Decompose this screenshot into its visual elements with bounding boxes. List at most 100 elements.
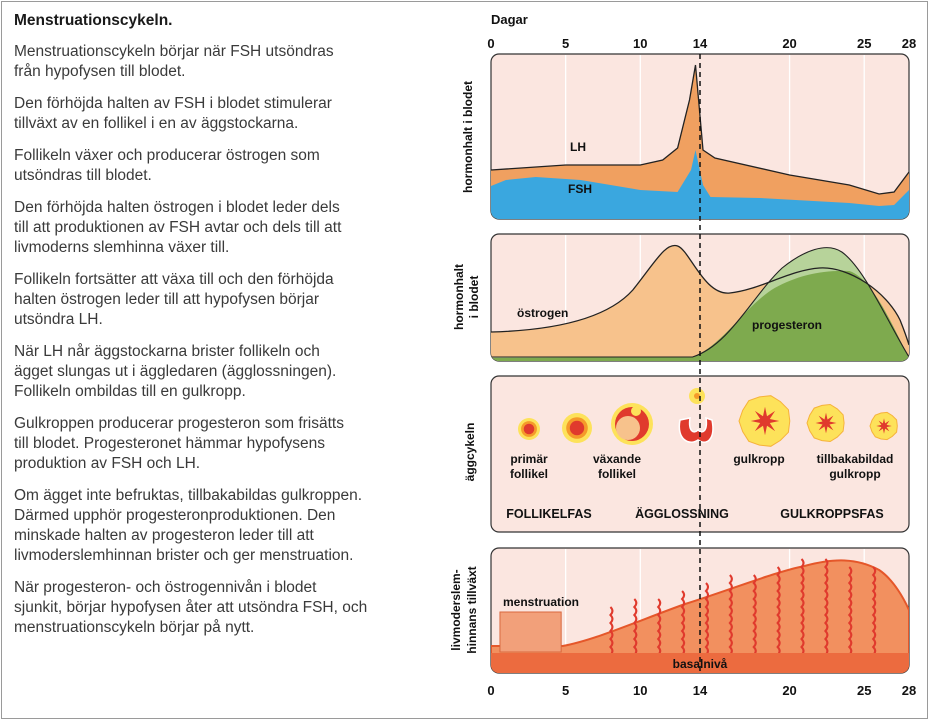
panel-3-side-label: äggcykeln [463,423,477,482]
phase-label: GULKROPPSFAS [780,507,884,521]
top-tick-label: 5 [562,36,569,51]
paragraph-line: utsöndra LH. [14,311,103,328]
growing-follicle-small-graphic [562,413,592,443]
released-egg-core [694,393,700,399]
paragraph-line: menstruationscykeln börjar på nytt. [14,619,255,636]
menstruation-block [499,611,562,653]
stage-label: gulkropp [733,452,784,466]
bottom-tick-label: 28 [902,683,916,698]
paragraph-line: Follikeln växer och producerar östrogen … [14,147,320,164]
paragraph-line: livmoderns slemhinna växer till. [14,239,230,256]
bottom-tick-label: 0 [487,683,494,698]
paragraph-line: ägget slungas ut i äggledaren (ägglossni… [14,363,337,380]
spiral-artery [871,566,877,656]
primary-follicle-graphic [518,418,540,440]
estrogen-label: östrogen [517,306,568,320]
paragraph-9: När progesteron- och östrogennivån i blo… [14,578,434,638]
paragraph-line: Den förhöjda halten av FSH i blodet stim… [14,95,332,112]
regressing-corpus-luteum-graphic [806,403,845,443]
page-title: Menstruationscykeln. [14,12,173,29]
paragraph-4: Den förhöjda halten östrogen i blodet le… [14,198,434,258]
paragraph-3: Follikeln växer och producerar östrogen … [14,146,434,186]
paragraph-line: till blodet. Progesteronet hämmar hypofy… [14,435,326,452]
paragraph-line: tillväxt av en follikel i en av äggstock… [14,115,299,132]
spiral-artery [632,598,638,656]
spiral-artery [704,582,709,656]
paragraph-line: Om ägget inte befruktas, tillbakabildas … [14,487,363,504]
top-tick-label: 20 [782,36,796,51]
top-tick-label: 10 [633,36,647,51]
spiral-artery [823,558,829,656]
progesterone-label: progesteron [752,318,822,332]
paragraph-line: halten östrogen leder till att hypofysen… [14,291,320,308]
paragraph-line: utsöndras till blodet. [14,167,152,184]
stage-label: växande [593,452,641,466]
spiral-artery [847,566,853,656]
ruptured-follicle-graphic [678,388,714,443]
fsh-label: FSH [568,182,592,196]
corpus-luteum-graphic [738,395,791,447]
follicle-core [569,420,585,436]
paragraph-line: minskade halten av progesteron leder til… [14,527,314,544]
corpus-core [750,406,780,436]
lh-area [491,65,909,219]
panel-2-side-label-1: hormonhalt [452,264,466,330]
paragraph-1: Menstruationscykeln börjar när FSH utsön… [14,42,434,82]
panel-4-side-label-2: hinnans tillväxt [465,566,479,653]
spiral-artery [656,598,662,656]
paragraph-line: När LH når äggstockarna brister follikel… [14,343,320,360]
spiral-artery [752,574,757,656]
top-tick-label: 25 [857,36,871,51]
panel-1-side-label: hormonhalt i blodet [461,81,475,193]
paragraph-line: Därmed upphör progesteronproduktionen. D… [14,507,336,524]
progesterone-area [491,270,909,361]
paragraph-line: Follikeln ombildas till en gulkropp. [14,383,246,400]
stage-label: follikel [598,467,636,481]
paragraph-line: livmoderslemhinnan brister och ger menst… [14,547,354,564]
spiral-artery [728,574,733,656]
text-column: Menstruationscykeln. Menstruationscykeln… [14,12,434,650]
stage-label: primär [510,452,548,466]
paragraph-line: När progesteron- och östrogennivån i blo… [14,579,317,596]
spiral-artery [609,606,614,656]
top-tick-label: 28 [902,36,916,51]
panel-2-curves [491,244,909,361]
bottom-tick-label: 5 [562,683,569,698]
paragraph-6: När LH når äggstockarna brister follikel… [14,342,434,402]
paragraph-7: Gulkroppen producerar progesteron som fr… [14,414,434,474]
paragraph-line: Menstruationscykeln börjar när FSH utsön… [14,43,334,60]
growing-follicle-graphic [611,403,653,445]
stage-label: follikel [510,467,548,481]
corpus-albicans-graphic [869,411,898,441]
corpus-core [876,418,892,434]
panel-2-side-label-2: i blodet [467,276,481,319]
bottom-tick-label: 14 [693,683,708,698]
follicle-antrum [616,416,640,440]
panel-4-side-label-1: livmoderslem- [449,569,463,650]
paragraph-line: Follikeln fortsätter att växa till och d… [14,271,334,288]
stage-label: tillbakabildad [817,452,894,466]
paragraph-list: Menstruationscykeln börjar när FSH utsön… [14,42,434,638]
paragraph-line: till att produktionen av FSH avtar och d… [14,219,342,236]
lh-label: LH [570,140,586,154]
spiral-artery [800,558,805,656]
spiral-artery [776,566,781,656]
top-tick-label: 14 [693,36,708,51]
paragraph-line: från hypofysen till blodet. [14,63,186,80]
paragraph-line: Gulkroppen producerar progesteron som fr… [14,415,344,432]
bottom-tick-label: 25 [857,683,871,698]
stage-label: gulkropp [829,467,880,481]
phase-label: FOLLIKELFAS [506,507,591,521]
axis-title: Dagar [491,12,528,27]
top-tick-label: 0 [487,36,494,51]
bottom-tick-label: 20 [782,683,796,698]
basal-label: basalnivå [673,657,728,671]
paragraph-line: Den förhöjda halten östrogen i blodet le… [14,199,340,216]
paragraph-line: sjunkit, börjar hypofysen åter att utsön… [14,599,368,616]
ruptured-wall [678,416,714,443]
paragraph-line: produktion av FSH och LH. [14,455,201,472]
phase-label: ÄGGLOSSNING [635,506,729,521]
endometrium-edge [491,559,909,673]
